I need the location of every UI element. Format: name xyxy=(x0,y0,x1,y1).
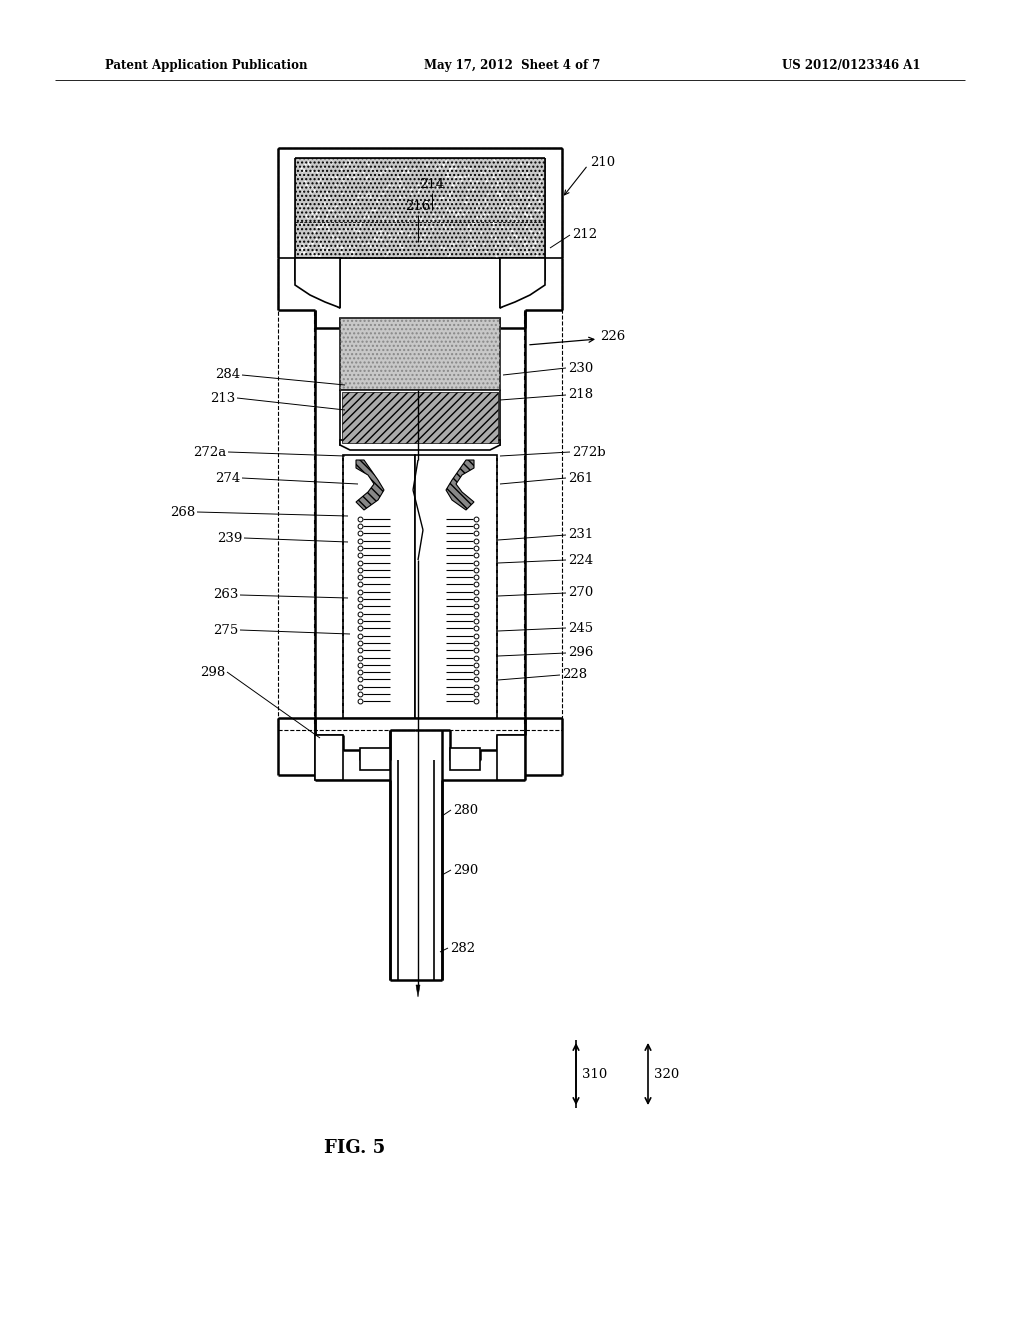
Polygon shape xyxy=(500,257,545,308)
Text: 282: 282 xyxy=(450,941,475,954)
Bar xyxy=(342,392,498,444)
Text: 284: 284 xyxy=(215,368,240,381)
Text: 296: 296 xyxy=(568,647,593,660)
Polygon shape xyxy=(356,459,384,510)
Polygon shape xyxy=(416,985,420,997)
Bar xyxy=(450,748,480,770)
Text: 274: 274 xyxy=(215,471,240,484)
Text: US 2012/0123346 A1: US 2012/0123346 A1 xyxy=(781,58,920,71)
Text: 290: 290 xyxy=(453,863,478,876)
Text: 272b: 272b xyxy=(572,446,605,458)
Text: 275: 275 xyxy=(213,623,238,636)
Text: FIG. 5: FIG. 5 xyxy=(325,1139,386,1158)
Bar xyxy=(340,318,500,389)
Text: 280: 280 xyxy=(453,804,478,817)
Bar xyxy=(340,389,500,445)
Text: Patent Application Publication: Patent Application Publication xyxy=(105,58,307,71)
Text: 224: 224 xyxy=(568,553,593,566)
Bar xyxy=(343,455,415,718)
Text: 210: 210 xyxy=(590,156,615,169)
Polygon shape xyxy=(295,257,340,308)
Text: 320: 320 xyxy=(654,1068,679,1081)
Text: 228: 228 xyxy=(562,668,587,681)
Text: 270: 270 xyxy=(568,586,593,599)
Polygon shape xyxy=(446,459,474,510)
Polygon shape xyxy=(295,257,340,308)
Text: May 17, 2012  Sheet 4 of 7: May 17, 2012 Sheet 4 of 7 xyxy=(424,58,600,71)
Bar xyxy=(360,748,390,770)
Text: 216: 216 xyxy=(406,201,431,214)
Text: 213: 213 xyxy=(210,392,234,404)
Text: 214: 214 xyxy=(420,178,444,191)
Text: 239: 239 xyxy=(217,532,242,544)
Text: 212: 212 xyxy=(572,228,597,242)
Bar xyxy=(295,158,545,257)
Bar xyxy=(315,735,343,780)
Polygon shape xyxy=(500,257,545,308)
Text: 268: 268 xyxy=(170,506,195,519)
Bar xyxy=(415,455,497,718)
Text: 272a: 272a xyxy=(193,446,226,458)
Text: 231: 231 xyxy=(568,528,593,541)
Bar xyxy=(295,158,545,257)
Text: 218: 218 xyxy=(568,388,593,401)
Text: 261: 261 xyxy=(568,471,593,484)
Polygon shape xyxy=(340,440,500,450)
Bar xyxy=(278,148,562,730)
Bar xyxy=(497,735,525,780)
Bar xyxy=(340,318,500,389)
Text: 245: 245 xyxy=(568,622,593,635)
Text: 310: 310 xyxy=(582,1068,607,1081)
Text: 263: 263 xyxy=(213,589,238,602)
Text: 226: 226 xyxy=(600,330,626,342)
Text: 298: 298 xyxy=(200,665,225,678)
Text: 230: 230 xyxy=(568,362,593,375)
